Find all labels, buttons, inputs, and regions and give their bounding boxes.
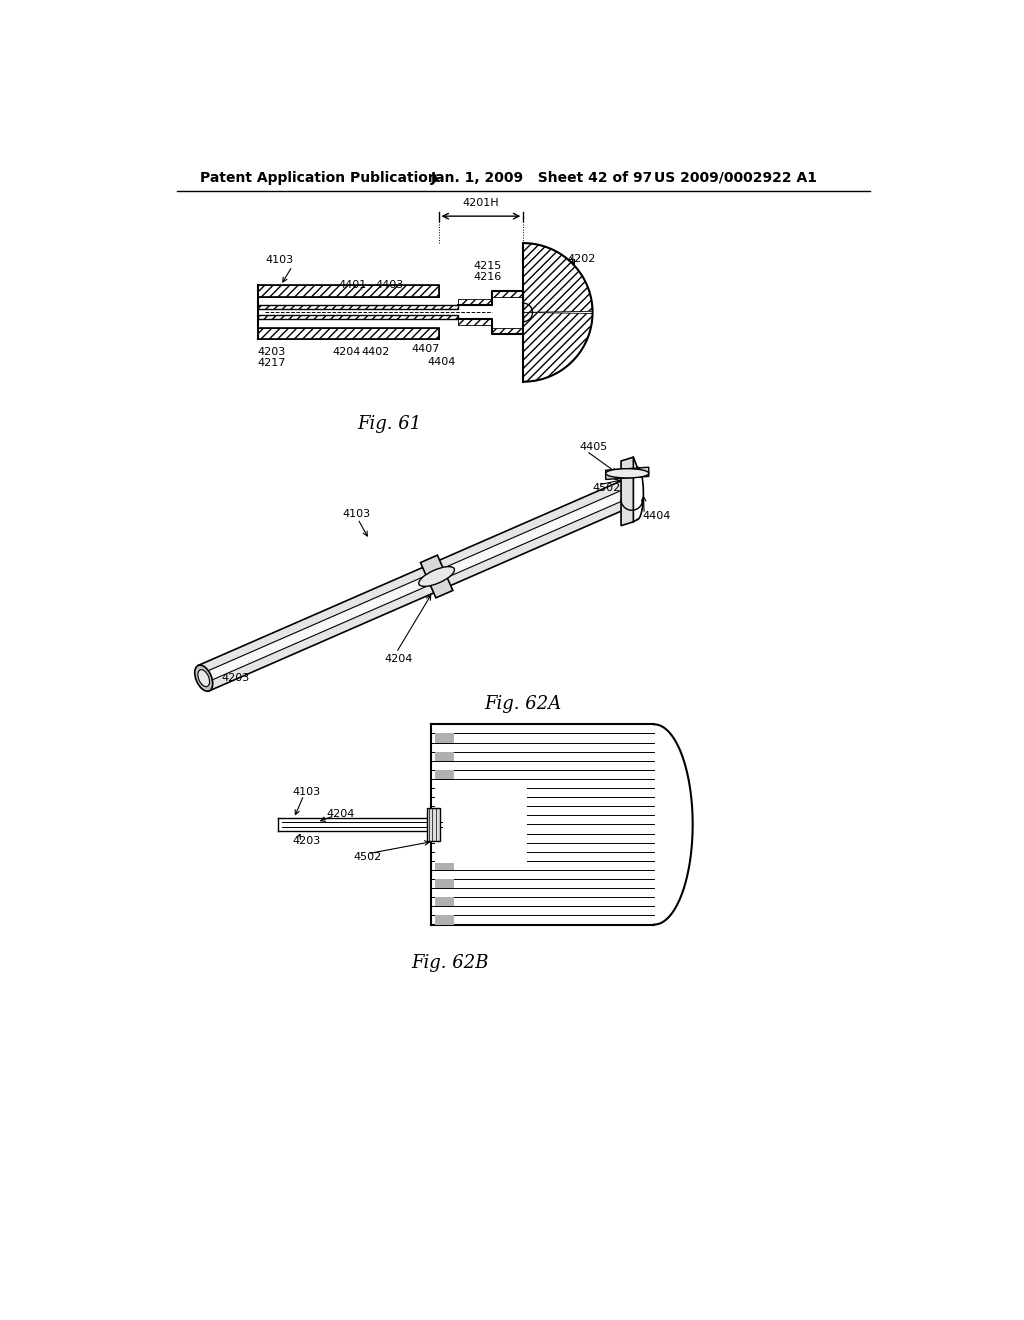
Text: 4502: 4502: [354, 851, 382, 862]
Text: 4201: 4201: [553, 284, 581, 294]
Polygon shape: [435, 807, 454, 816]
Polygon shape: [427, 808, 440, 841]
Text: 4404: 4404: [427, 358, 456, 367]
Polygon shape: [258, 327, 438, 339]
Ellipse shape: [605, 469, 649, 478]
Polygon shape: [605, 467, 649, 479]
Polygon shape: [258, 305, 458, 309]
Polygon shape: [435, 898, 454, 907]
Polygon shape: [523, 313, 593, 381]
Text: 4403: 4403: [376, 280, 403, 290]
Text: 4204: 4204: [385, 653, 413, 664]
Polygon shape: [435, 879, 454, 888]
Text: 4404: 4404: [643, 511, 671, 521]
Ellipse shape: [419, 566, 455, 586]
Text: 4203: 4203: [292, 837, 321, 846]
Ellipse shape: [195, 665, 213, 692]
Polygon shape: [421, 556, 453, 598]
Text: 4204: 4204: [326, 809, 354, 818]
Ellipse shape: [198, 669, 210, 686]
Text: 4103: 4103: [342, 510, 371, 519]
Polygon shape: [199, 480, 633, 690]
Text: 4204: 4204: [333, 347, 360, 358]
Text: Fig. 62B: Fig. 62B: [412, 954, 489, 972]
Text: 4407: 4407: [412, 345, 440, 354]
Text: 4201H: 4201H: [463, 198, 500, 209]
Text: 4103: 4103: [265, 255, 294, 265]
Polygon shape: [435, 770, 454, 779]
Text: 4202: 4202: [568, 253, 596, 264]
Polygon shape: [435, 916, 454, 924]
Text: 4405: 4405: [580, 442, 607, 453]
Text: 4216: 4216: [473, 272, 502, 282]
Text: 4405: 4405: [553, 296, 581, 306]
Polygon shape: [435, 861, 454, 870]
Polygon shape: [621, 457, 634, 525]
Polygon shape: [258, 285, 438, 297]
Text: Fig. 61: Fig. 61: [357, 414, 422, 433]
Text: 4402: 4402: [361, 347, 390, 358]
Polygon shape: [435, 788, 454, 797]
Polygon shape: [202, 488, 629, 682]
Polygon shape: [435, 751, 454, 760]
Text: 4203: 4203: [221, 673, 250, 684]
Text: 4215: 4215: [473, 261, 502, 271]
Text: 4401: 4401: [339, 280, 367, 290]
Text: US 2009/0002922 A1: US 2009/0002922 A1: [654, 170, 817, 185]
Text: Patent Application Publication: Patent Application Publication: [200, 170, 437, 185]
Polygon shape: [435, 842, 454, 851]
Text: 4502: 4502: [593, 483, 621, 492]
Polygon shape: [258, 315, 458, 319]
Polygon shape: [435, 825, 454, 833]
Text: 4217: 4217: [258, 358, 286, 368]
Polygon shape: [435, 785, 527, 863]
Text: 4203: 4203: [258, 347, 286, 358]
Text: Fig. 62A: Fig. 62A: [484, 694, 562, 713]
Text: Jan. 1, 2009   Sheet 42 of 97: Jan. 1, 2009 Sheet 42 of 97: [431, 170, 653, 185]
Polygon shape: [435, 734, 454, 743]
Text: 4103: 4103: [292, 787, 321, 797]
Polygon shape: [523, 243, 593, 313]
